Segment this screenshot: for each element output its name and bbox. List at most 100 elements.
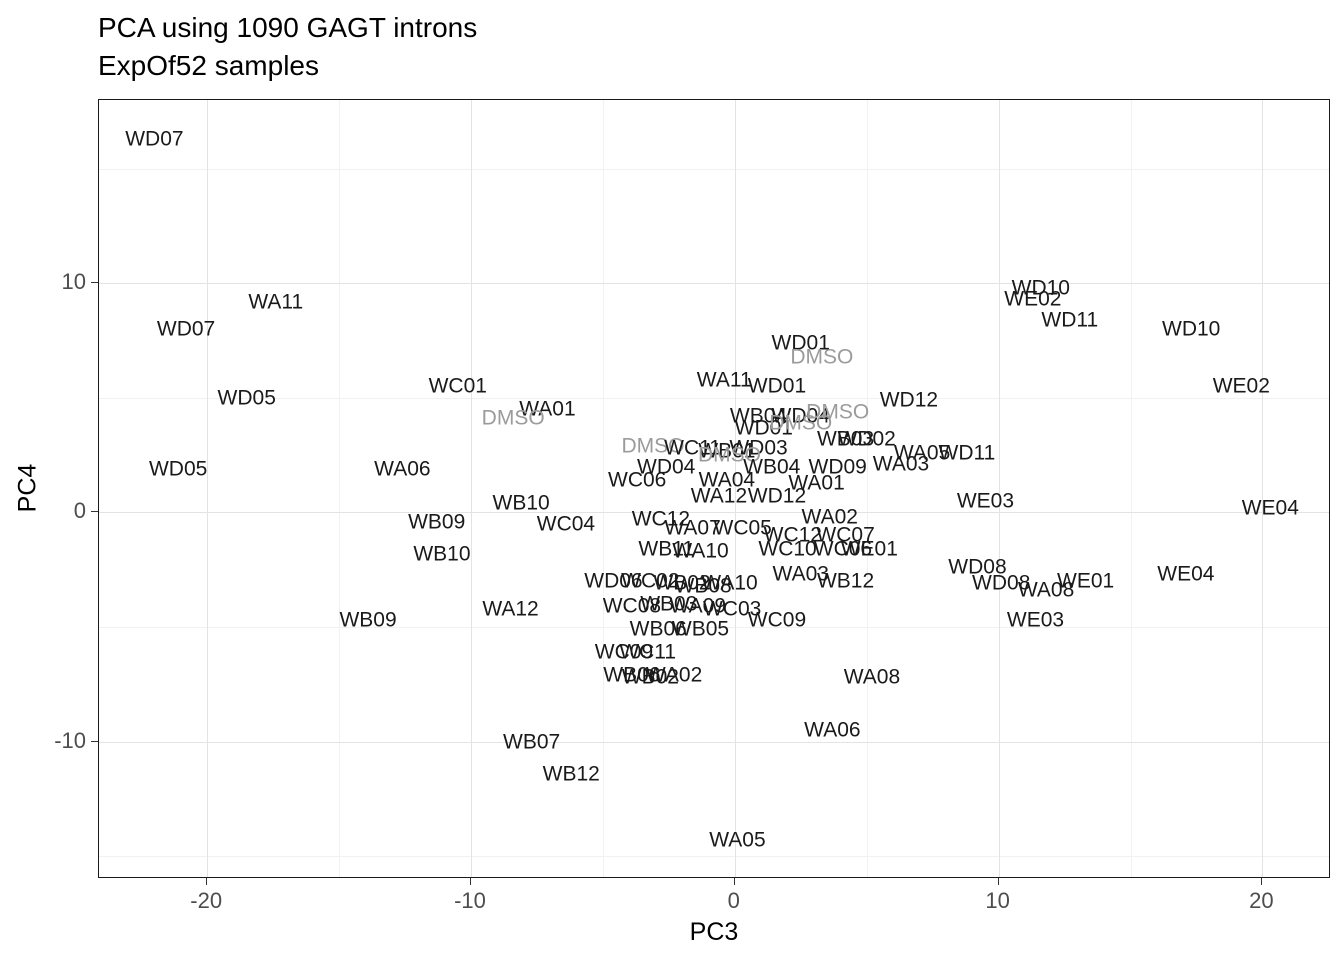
- y-tick-label: -10: [54, 727, 86, 753]
- point-label: WB06: [603, 663, 661, 687]
- point-label: DMSO: [698, 443, 761, 467]
- point-label: WB12: [816, 569, 875, 593]
- y-tick-label: 10: [61, 269, 86, 295]
- y-tick-mark: [91, 282, 98, 284]
- gridline-major-vertical: [207, 100, 209, 877]
- point-label: WD08: [972, 571, 1031, 595]
- point-label: WA05: [709, 828, 766, 852]
- point-label: WB06: [629, 617, 687, 641]
- point-label: WC10: [758, 537, 817, 561]
- point-label: DMSO: [769, 411, 833, 435]
- point-label: WC04: [536, 512, 596, 536]
- point-label: WC06: [607, 468, 667, 492]
- point-label: WA12: [482, 597, 539, 621]
- point-label: WC09: [747, 608, 807, 632]
- point-label: WA11: [696, 368, 752, 392]
- point-label: WB10: [413, 542, 471, 566]
- y-axis-title: PC4: [13, 463, 42, 513]
- x-tick-mark: [1261, 878, 1263, 885]
- gridline-minor-vertical: [1130, 100, 1132, 877]
- point-label: WE03: [1006, 608, 1065, 632]
- x-tick-label: 0: [727, 888, 740, 913]
- point-label: WC05: [713, 516, 772, 540]
- x-tick-mark: [997, 878, 999, 885]
- point-label: WD08: [948, 555, 1007, 579]
- point-label: WA06: [374, 457, 431, 481]
- gridline-minor-vertical: [339, 100, 341, 877]
- point-label: WE02: [1212, 374, 1270, 398]
- gridline-minor-horizontal: [99, 168, 1329, 170]
- point-label: WB11: [638, 537, 695, 561]
- point-label: WA03: [872, 452, 930, 476]
- gridline-major-vertical: [1262, 100, 1264, 877]
- point-label: DMSO: [621, 434, 685, 458]
- point-label: WA03: [772, 562, 829, 586]
- x-axis-title: PC3: [689, 918, 739, 946]
- y-tick-label: 0: [73, 498, 86, 524]
- chart-title: PCA using 1090 GAGT introns: [98, 12, 478, 43]
- gridline-major-vertical: [470, 100, 472, 877]
- y-tick-mark: [91, 511, 98, 513]
- point-label: WD04: [771, 404, 830, 428]
- x-tick-label: -10: [454, 888, 486, 913]
- x-tick-label: 20: [1249, 888, 1274, 913]
- x-tick-label: -20: [190, 888, 223, 913]
- point-label: DMSO: [481, 406, 545, 430]
- point-label: WC01: [428, 374, 487, 398]
- point-label: WC06: [813, 537, 873, 561]
- point-label: WB03: [816, 427, 875, 451]
- point-label: WB05: [671, 617, 730, 641]
- plot-panel: WD07 WA11 WD07 WD10 WE02 WD11 WD10 WD01 DMSO WA11…: [98, 99, 1330, 878]
- point-label: WD05: [217, 386, 276, 410]
- point-label: WA09: [669, 594, 727, 618]
- point-label: WD01: [747, 374, 807, 398]
- point-label: WA01: [519, 397, 576, 421]
- point-label: WD11: [1041, 308, 1099, 332]
- point-label: WB04: [743, 455, 801, 479]
- point-label: WD06: [584, 569, 643, 593]
- point-label: WC07: [816, 523, 875, 547]
- y-tick-mark: [91, 740, 98, 742]
- point-label: WD11: [938, 441, 996, 465]
- point-label: WB03: [640, 592, 698, 616]
- point-label: WD10: [1161, 317, 1221, 341]
- point-label: WA02: [645, 663, 703, 687]
- point-label: WA06: [804, 718, 861, 742]
- chart-subtitle: ExpOf52 samples: [98, 50, 319, 81]
- point-label: WA10: [672, 539, 729, 563]
- point-label: DMSO: [806, 400, 870, 424]
- point-label: WB12: [542, 762, 600, 786]
- point-label: WB10: [492, 491, 550, 515]
- point-label: WB09: [339, 608, 397, 632]
- point-label: WA02: [801, 505, 858, 529]
- point-label: WE01: [840, 537, 898, 561]
- gridline-minor-horizontal: [99, 626, 1329, 628]
- point-label: WB02: [653, 571, 711, 595]
- point-label: WD10: [1011, 276, 1070, 300]
- point-label: WC11: [664, 436, 721, 460]
- point-label: WE03: [956, 489, 1014, 513]
- x-tick-label: 10: [985, 888, 1010, 913]
- point-label: WD03: [729, 436, 788, 460]
- point-label: WA04: [698, 468, 756, 492]
- point-label: WD02: [837, 427, 896, 451]
- point-label: WD12: [747, 484, 807, 508]
- point-label: WD04: [637, 455, 696, 479]
- point-label: WA10: [701, 571, 758, 595]
- point-label: WB04: [729, 404, 788, 428]
- point-label: WA12: [690, 484, 748, 508]
- point-label: WB08: [674, 574, 732, 598]
- point-label: WE04: [1157, 562, 1215, 586]
- gridline-major-vertical: [998, 100, 1000, 877]
- gridline-minor-vertical: [602, 100, 604, 877]
- gridline-major-vertical: [734, 100, 736, 877]
- point-label: WD07: [156, 317, 216, 341]
- point-label: WC12: [631, 507, 691, 531]
- point-label: WA05: [893, 441, 951, 465]
- point-label: WB01: [698, 439, 756, 463]
- x-tick-mark: [469, 878, 471, 885]
- gridline-major-horizontal: [99, 512, 1329, 514]
- point-label: WC09: [594, 640, 654, 664]
- point-label: WD09: [808, 455, 867, 479]
- point-label: WC03: [702, 597, 762, 621]
